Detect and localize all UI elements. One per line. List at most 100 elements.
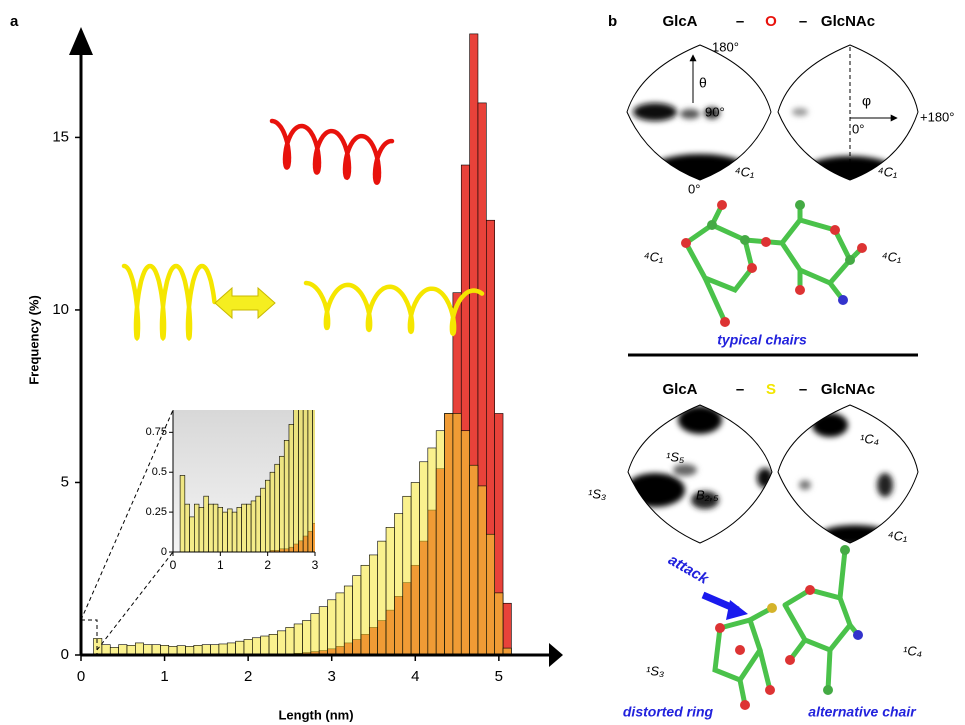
x-tick-label: 5 bbox=[495, 668, 503, 685]
zoom-guide bbox=[81, 410, 173, 655]
bar bbox=[227, 643, 235, 655]
bar bbox=[470, 465, 478, 655]
bar bbox=[344, 586, 352, 655]
angle-label: 180° bbox=[712, 39, 739, 54]
inset-x-tick-label: 2 bbox=[264, 558, 271, 572]
title-dash: – bbox=[736, 13, 744, 30]
bar bbox=[461, 431, 469, 655]
bar bbox=[360, 0, 365, 552]
bar bbox=[213, 504, 218, 552]
bar bbox=[388, 0, 393, 552]
conformer-label: ¹S₃ bbox=[646, 663, 664, 678]
x-tick-label: 1 bbox=[160, 668, 168, 685]
bar bbox=[311, 614, 319, 655]
bar bbox=[269, 634, 277, 655]
title-right: GlcNAc bbox=[821, 13, 875, 30]
bar bbox=[384, 0, 389, 552]
title-linker: O bbox=[765, 13, 777, 30]
bar bbox=[332, 456, 337, 552]
bar bbox=[199, 507, 204, 552]
bar bbox=[298, 392, 303, 552]
conformer-label: ¹C₄ bbox=[860, 431, 879, 446]
bar bbox=[360, 137, 365, 552]
y-tick-label: 15 bbox=[52, 128, 69, 145]
bar bbox=[256, 496, 261, 552]
caption: typical chairs bbox=[717, 332, 807, 348]
bar bbox=[398, 0, 403, 552]
attack-label: attack bbox=[665, 551, 712, 588]
angle-label: 90° bbox=[705, 104, 725, 119]
caption: alternative chair bbox=[808, 704, 917, 720]
panel-label: a bbox=[10, 13, 19, 30]
bar bbox=[270, 472, 275, 552]
bar bbox=[135, 643, 143, 655]
inset-y-tick-label: 0.25 bbox=[146, 506, 167, 518]
panel-label: b bbox=[608, 13, 617, 30]
helix bbox=[124, 266, 215, 338]
bar bbox=[294, 408, 299, 552]
bar bbox=[327, 185, 332, 552]
title-linker: S bbox=[766, 381, 776, 398]
conformer-label: ¹S₅ bbox=[666, 449, 685, 464]
bar bbox=[355, 217, 360, 552]
double-arrow bbox=[215, 288, 275, 318]
x-axis-label: Length (nm) bbox=[278, 707, 353, 722]
bar bbox=[327, 480, 332, 552]
bar bbox=[251, 501, 256, 552]
x-tick-label: 4 bbox=[411, 668, 419, 685]
bar bbox=[328, 600, 336, 655]
bar bbox=[302, 620, 310, 655]
caption: distorted ring bbox=[623, 704, 714, 720]
title-left: GlcA bbox=[662, 13, 697, 30]
bar bbox=[190, 517, 195, 552]
bar bbox=[322, 496, 327, 552]
bar bbox=[369, 0, 374, 552]
helix bbox=[272, 121, 392, 183]
bar bbox=[403, 496, 411, 655]
bar bbox=[394, 514, 402, 655]
bar bbox=[419, 462, 427, 655]
bar bbox=[403, 0, 408, 552]
bar bbox=[232, 512, 237, 552]
bar bbox=[180, 475, 185, 552]
conformer-label: ⁴C₁ bbox=[888, 528, 907, 543]
conformer-label: ¹C₄ bbox=[903, 643, 922, 658]
molecule bbox=[715, 545, 863, 710]
bar bbox=[94, 638, 102, 655]
bar bbox=[428, 448, 436, 655]
bar bbox=[317, 512, 322, 552]
bar bbox=[284, 440, 289, 552]
bar bbox=[317, 265, 322, 552]
bar bbox=[303, 361, 308, 552]
bar bbox=[336, 593, 344, 655]
bar bbox=[378, 541, 386, 655]
bar bbox=[503, 603, 511, 655]
y-axis-label: Frequency (%) bbox=[26, 295, 41, 385]
bar bbox=[286, 627, 294, 655]
helix bbox=[306, 283, 482, 334]
x-tick-label: 2 bbox=[244, 668, 252, 685]
bar bbox=[322, 233, 327, 552]
angle-label: 0° bbox=[688, 181, 700, 196]
bar bbox=[319, 607, 327, 655]
bar bbox=[332, 137, 337, 552]
bar bbox=[152, 645, 160, 655]
bar bbox=[379, 0, 384, 552]
angle-label: +180° bbox=[920, 109, 954, 124]
conformer-label: ¹S₃ bbox=[588, 486, 606, 501]
y-tick-label: 0 bbox=[61, 646, 69, 663]
bar bbox=[211, 645, 219, 655]
bar bbox=[194, 504, 199, 552]
title-dash: – bbox=[799, 13, 807, 30]
bar bbox=[393, 0, 398, 552]
bar bbox=[280, 456, 285, 552]
bar bbox=[379, 0, 384, 552]
inset-y-tick-label: 0.5 bbox=[152, 466, 167, 478]
bar bbox=[209, 504, 214, 552]
bar bbox=[353, 576, 361, 655]
bar bbox=[445, 413, 453, 655]
bar bbox=[398, 0, 403, 552]
bar bbox=[436, 431, 444, 655]
helices bbox=[124, 121, 482, 338]
bar bbox=[365, 0, 370, 552]
